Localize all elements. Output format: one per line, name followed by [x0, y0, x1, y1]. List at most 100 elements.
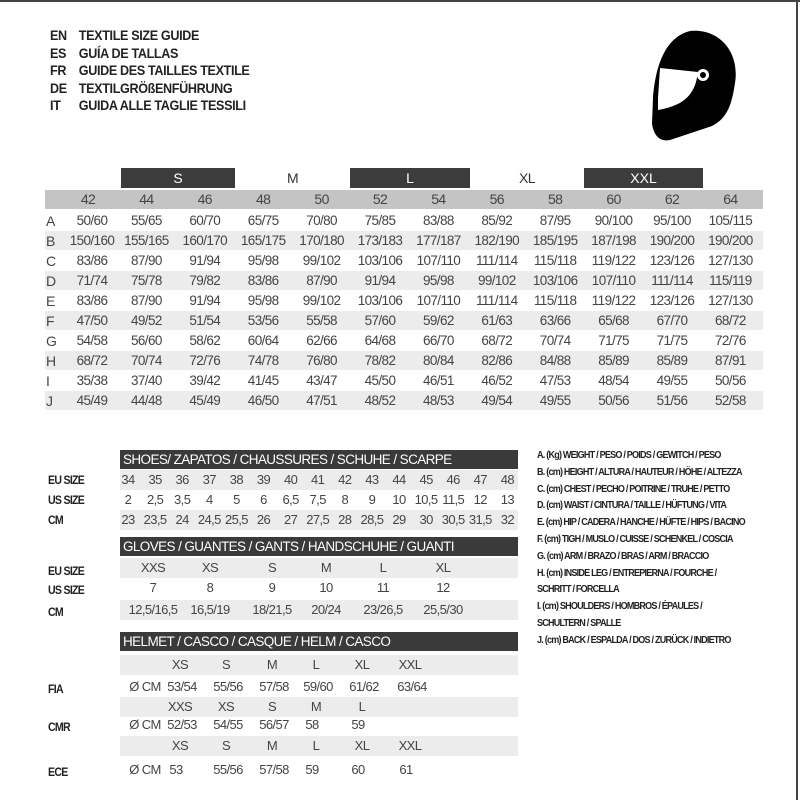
column-header: 44: [139, 191, 154, 207]
table-cell: 85/92: [481, 213, 513, 228]
table-cell: 50/60: [76, 213, 108, 228]
table-cell: 83/86: [247, 273, 279, 288]
table-cell: 59/62: [422, 313, 454, 328]
table-cell: 123/126: [649, 253, 695, 268]
table-cell: 68/72: [76, 353, 108, 368]
table-cell: 23: [121, 512, 135, 527]
standard-label: ECE: [48, 765, 68, 779]
column-header: 42: [80, 191, 96, 207]
table-cell: 58/62: [189, 333, 221, 348]
table-cell: 47: [473, 472, 488, 487]
table-cell: 187/198: [591, 233, 636, 248]
size-group-label: L: [350, 168, 470, 188]
table-cell: 46/52: [481, 373, 513, 388]
table-cell: 13: [500, 492, 515, 507]
table-cell: 46/50: [247, 393, 279, 408]
table-cell: 68/72: [481, 333, 513, 348]
helmet-size: XXS: [167, 699, 193, 714]
table-cell: 165/175: [240, 233, 286, 248]
row-band: [120, 697, 518, 717]
table-cell: 39: [256, 472, 271, 487]
table-cell: 123/126: [649, 293, 695, 308]
table-cell: 71/75: [656, 333, 688, 348]
table-cell: 87/95: [539, 213, 571, 228]
row-label: CM: [48, 605, 64, 619]
table-cell: 51/56: [656, 393, 688, 408]
table-cell: 45/49: [189, 393, 221, 408]
legend-item: SCHULTERN / SPALLE: [537, 617, 621, 629]
column-header: 54: [431, 191, 446, 207]
table-cell: 78/82: [364, 353, 396, 368]
table-cell: 155/165: [124, 233, 169, 248]
table-cell: 32: [500, 512, 515, 527]
legend-item: G. (cm) ARM / BRAZO / BRAS / ARM / BRACC…: [537, 549, 709, 562]
helmet-section-header: HELMET / CASCO / CASQUE / HELM / CASCO: [120, 632, 518, 651]
table-cell: 64/68: [364, 333, 396, 348]
frame-border-top: [0, 0, 800, 2]
helmet-value: 60: [351, 762, 365, 777]
table-cell: 9: [368, 492, 376, 507]
helmet-size: XS: [217, 699, 235, 714]
table-cell: 6,5: [282, 492, 299, 507]
table-cell: 67/70: [656, 313, 688, 328]
table-cell: 48/52: [364, 393, 396, 408]
table-cell: 91/94: [364, 273, 396, 288]
language-code: IT: [50, 97, 61, 113]
table-cell: 115/118: [533, 293, 577, 308]
helmet-size: M: [266, 657, 278, 672]
table-cell: 111/114: [476, 293, 518, 308]
title-line: DE TEXTILGRÖßENFÜHRUNG: [50, 79, 233, 96]
row-key: I: [46, 373, 50, 389]
table-cell: 49/55: [656, 373, 688, 388]
table-cell: 24: [175, 512, 190, 527]
table-cell: 10: [392, 492, 406, 507]
legend-item: F. (cm) TIGH / MUSLO / CUISSE / SCHENKEL…: [537, 533, 733, 545]
title-text: TEXTILGRÖßENFÜHRUNG: [78, 79, 233, 96]
table-cell: 18/21,5: [252, 602, 292, 617]
title-text: GUÍA DE TALLAS: [78, 44, 179, 61]
table-cell: 24,5: [197, 512, 222, 527]
row-key: D: [46, 273, 56, 289]
table-cell: 85/89: [656, 353, 688, 368]
table-cell: 177/187: [416, 233, 461, 248]
size-group-label: XXL: [584, 168, 703, 188]
table-cell: 91/94: [189, 293, 221, 308]
standard-label: FIA: [48, 682, 64, 696]
language-code: FR: [50, 62, 67, 78]
helmet-value: 59/60: [303, 679, 333, 694]
table-cell: 83/88: [422, 213, 454, 228]
table-cell: 44/48: [130, 393, 162, 408]
size-group-label: M: [286, 170, 299, 186]
table-cell: 160/170: [182, 233, 228, 248]
column-header: 52: [372, 191, 388, 207]
row-key: A: [46, 213, 55, 229]
table-cell: 20/24: [311, 602, 341, 617]
legend-item: A. (Kg) WEIGHT / PESO / POIDS / GEWITCH …: [537, 449, 721, 461]
helmet-value: 56/57: [259, 717, 289, 732]
table-cell: 107/110: [416, 293, 461, 308]
table-cell: 74/78: [247, 353, 279, 368]
table-cell: 105/115: [708, 213, 753, 228]
table-cell: 49/52: [130, 313, 162, 328]
table-cell: 190/200: [649, 233, 695, 248]
table-cell: 103/106: [357, 253, 403, 268]
table-cell: XL: [435, 560, 451, 575]
table-cell: 38: [229, 472, 244, 487]
helmet-value: 53: [169, 762, 183, 777]
table-cell: 99/102: [302, 253, 341, 268]
table-cell: 71/74: [76, 273, 108, 288]
table-cell: 70/80: [306, 213, 337, 228]
table-cell: 5: [233, 492, 240, 507]
table-cell: 10,5: [414, 492, 439, 507]
table-cell: 115/119: [709, 273, 752, 288]
row-label: US SIZE: [48, 583, 85, 597]
table-cell: 47/50: [76, 313, 108, 328]
legend-item: D. (cm) WAIST / CINTURA / TAILLE / HÜFTU…: [537, 499, 727, 512]
row-label: EU SIZE: [48, 473, 85, 487]
helmet-size: L: [312, 738, 320, 753]
helmet-value: 52/53: [167, 717, 197, 732]
table-cell: 34: [121, 472, 135, 487]
table-cell: 4: [205, 492, 213, 507]
table-cell: 68/72: [714, 313, 746, 328]
row-key: B: [46, 233, 55, 249]
